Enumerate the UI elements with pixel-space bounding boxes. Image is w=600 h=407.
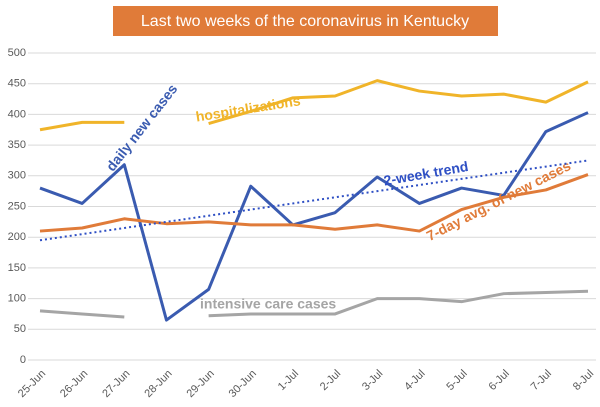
chart-title: Last two weeks of the coronavirus in Ken…	[141, 13, 469, 30]
series-line	[39, 159, 589, 242]
x-tick-label: 6-Jul	[487, 368, 512, 393]
x-tick-label: 27-Jun	[100, 368, 132, 400]
y-tick-label: 500	[8, 47, 26, 59]
y-tick-label: 100	[8, 293, 26, 305]
series-line	[39, 289, 589, 319]
x-tick-label: 1-Jul	[276, 368, 301, 393]
series-label: intensive care cases	[200, 296, 336, 312]
x-tick-label: 8-Jul	[571, 368, 596, 393]
series-line	[39, 111, 589, 322]
x-tick-label: 2-Jul	[318, 368, 343, 393]
y-tick-label: 450	[8, 78, 26, 90]
x-tick-label: 25-Jun	[16, 368, 48, 400]
title-box	[113, 6, 498, 36]
x-tick-label: 30-Jun	[227, 368, 259, 400]
series-line	[39, 173, 589, 233]
x-tick-label: 28-Jun	[142, 368, 174, 400]
y-tick-label: 350	[8, 139, 26, 151]
x-tick-label: 5-Jul	[444, 368, 469, 393]
x-tick-label: 29-Jun	[185, 368, 217, 400]
y-tick-label: 300	[8, 170, 26, 182]
x-tick-label: 7-Jul	[529, 368, 554, 393]
y-tick-label: 200	[8, 231, 26, 243]
series-label: daily new cases	[103, 81, 181, 174]
x-tick-label: 26-Jun	[58, 368, 90, 400]
y-tick-label: 0	[20, 354, 26, 366]
y-tick-label: 400	[8, 108, 26, 120]
y-tick-label: 250	[8, 200, 26, 212]
series-label: hospitalizations	[195, 92, 302, 124]
series-line	[39, 79, 589, 132]
y-tick-label: 50	[14, 323, 26, 335]
y-tick-label: 150	[8, 262, 26, 274]
x-tick-label: 3-Jul	[360, 368, 385, 393]
x-tick-label: 4-Jul	[402, 368, 427, 393]
